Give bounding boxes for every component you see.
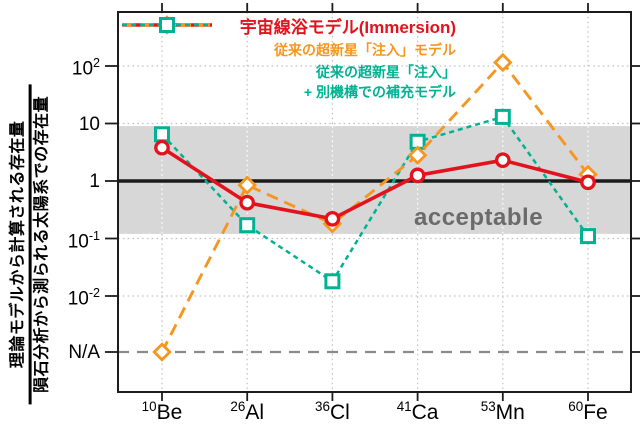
square-marker-icon — [239, 217, 256, 234]
square-marker-icon — [580, 228, 596, 245]
circle-marker-icon — [494, 152, 511, 169]
x-tick-label: 36Cl — [314, 399, 350, 424]
diamond-marker-icon — [407, 145, 428, 166]
x-tick-label: 60Fe — [568, 399, 608, 424]
circle-marker-icon — [580, 174, 596, 191]
legend-square-marker-icon — [122, 17, 212, 33]
x-tick-label: 41Ca — [396, 399, 439, 424]
square-marker-icon — [324, 273, 341, 290]
plot-frame — [117, 11, 632, 393]
circle-marker-icon — [409, 167, 426, 184]
y-tick-label: 10 — [78, 113, 100, 135]
x-tick-label: 26Al — [230, 399, 264, 424]
legend-label: 従来の超新星「注入」 + 別機構での補充モデル — [303, 64, 456, 100]
y-tick-label: 102 — [71, 56, 100, 80]
legend: 宇宙線浴モデル(Immersion) 従来の超新星「注入」モデル従来の超新星「注入… — [120, 13, 456, 105]
x-tick-label: 53Mn — [480, 399, 525, 424]
x-tick-label: 10Be — [141, 399, 183, 424]
acceptable-band-label: acceptable — [414, 204, 544, 231]
diamond-marker-icon — [152, 342, 172, 362]
legend-item: 従来の超新星「注入」 + 別機構での補充モデル — [120, 17, 456, 102]
y-tick-label: N/A — [68, 342, 100, 363]
circle-marker-icon — [154, 139, 170, 156]
legend-item: 従来の超新星「注入」モデル — [120, 15, 456, 60]
y-tick-label: 10-2 — [67, 286, 100, 310]
diamond-marker-icon — [237, 175, 257, 195]
y-tick-label: 10-1 — [67, 228, 100, 252]
square-marker-icon — [159, 17, 175, 33]
circle-marker-icon — [239, 194, 256, 211]
legend-label: 宇宙線浴モデル(Immersion) — [239, 18, 456, 37]
diamond-marker-icon — [493, 52, 513, 73]
y-tick-label: 1 — [89, 171, 100, 192]
series-line — [160, 60, 590, 353]
square-marker-icon — [494, 108, 511, 125]
series-line — [161, 146, 589, 221]
legend-label: 従来の超新星「注入」モデル — [274, 42, 456, 58]
circle-marker-icon — [324, 210, 341, 227]
square-marker-icon — [154, 126, 170, 143]
y-axis-title-numerator: 理論モデルから計算される存在量 — [9, 120, 27, 369]
